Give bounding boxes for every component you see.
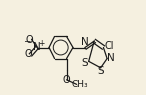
Text: N: N bbox=[107, 53, 115, 63]
Text: O: O bbox=[25, 49, 32, 59]
Text: Cl: Cl bbox=[105, 41, 114, 51]
Text: CH₃: CH₃ bbox=[72, 80, 88, 89]
Text: S: S bbox=[82, 58, 88, 68]
Text: +: + bbox=[38, 39, 44, 48]
Text: N: N bbox=[81, 37, 89, 47]
Text: O: O bbox=[26, 35, 33, 45]
Text: O: O bbox=[63, 75, 70, 85]
Text: S: S bbox=[97, 66, 104, 76]
Text: N: N bbox=[33, 42, 41, 53]
Text: −: − bbox=[23, 37, 30, 46]
